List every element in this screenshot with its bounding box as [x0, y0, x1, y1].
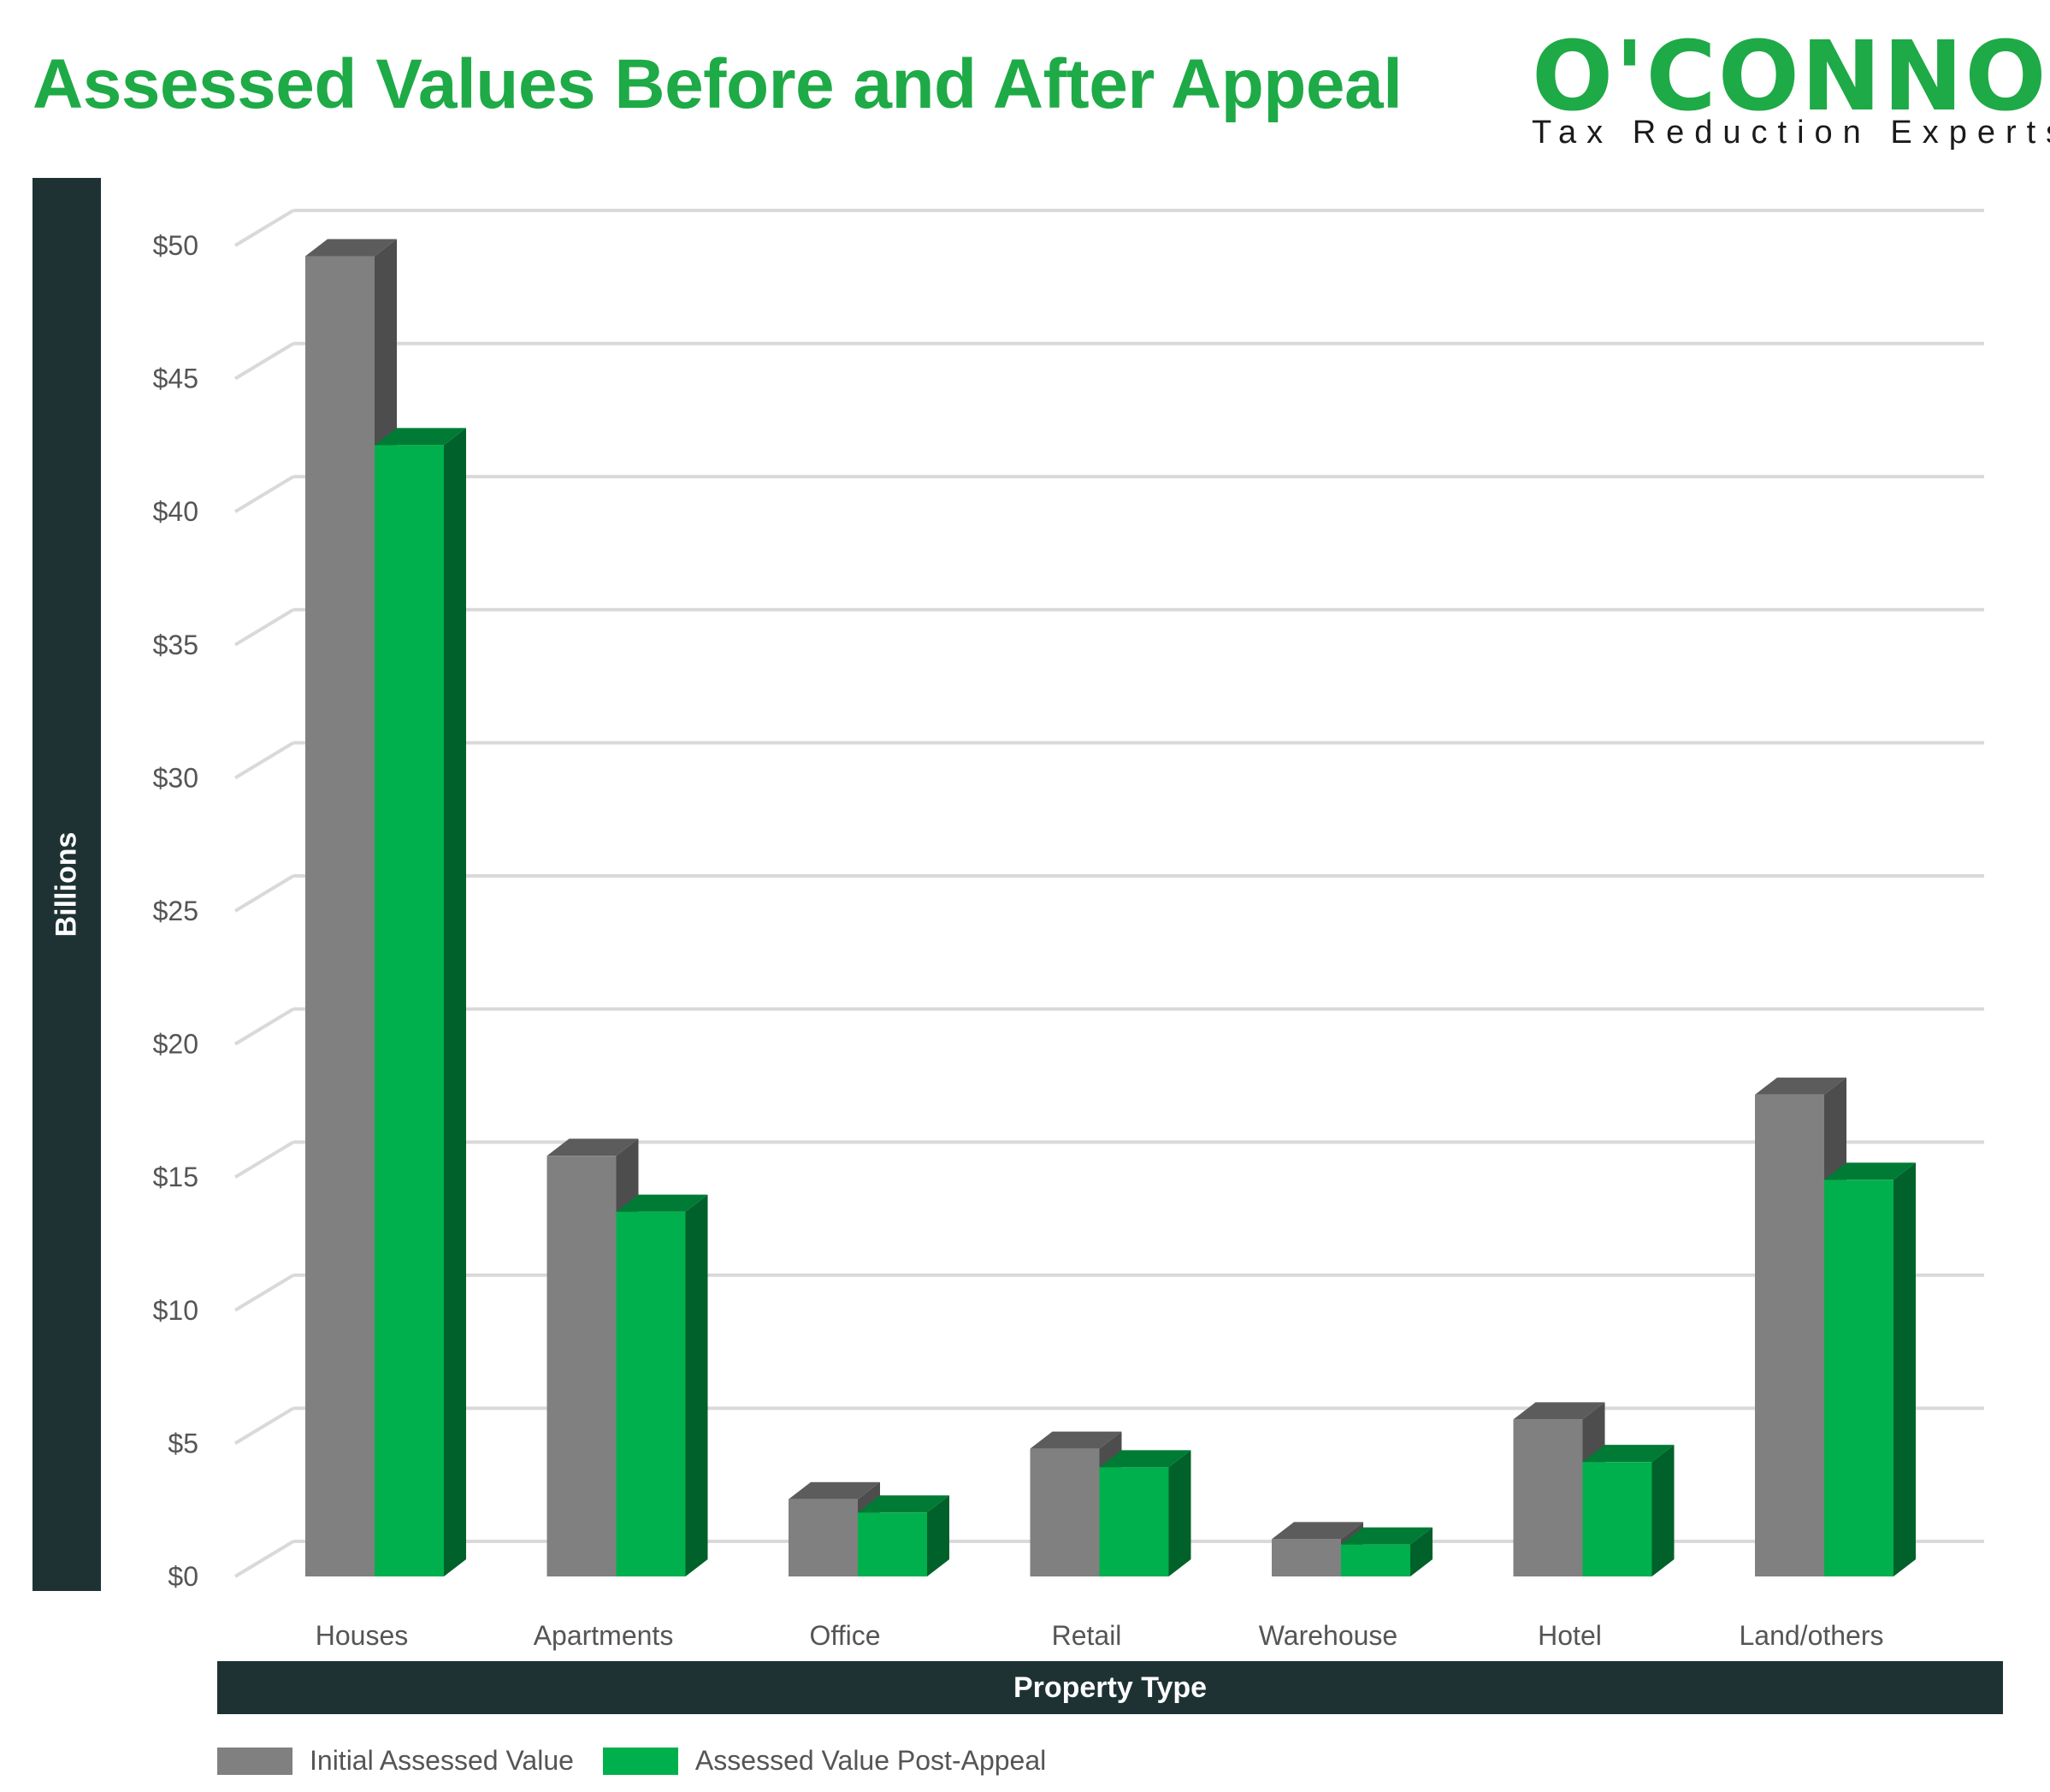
y-tick-label: $30 — [153, 762, 198, 793]
x-axis-label-panel: Property Type — [217, 1661, 2003, 1714]
y-tick-label: $20 — [153, 1029, 198, 1060]
gridline-diagonal — [233, 1140, 295, 1179]
bar-hotel-post-appeal — [1582, 1462, 1652, 1576]
gridline-diagonal — [233, 1406, 295, 1446]
y-tick-label: $25 — [153, 896, 198, 926]
chart-title: Assessed Values Before and After Appeal — [32, 45, 1403, 123]
bar-top-retail-s0 — [1030, 1431, 1122, 1449]
x-tick-label: Hotel — [1538, 1620, 1602, 1651]
bar-warehouse-initial — [1272, 1539, 1341, 1576]
bar-warehouse-post-appeal — [1341, 1544, 1410, 1576]
gridline-diagonal — [233, 741, 295, 780]
x-tick-label: Apartments — [534, 1620, 674, 1651]
bar-hotel-initial — [1513, 1419, 1583, 1576]
x-tick-label: Warehouse — [1259, 1620, 1397, 1651]
gridline-diagonal — [233, 1274, 295, 1312]
y-tick-label: $5 — [168, 1428, 198, 1458]
bar-top-apartments-s1 — [616, 1194, 708, 1212]
y-tick-label: $10 — [153, 1295, 198, 1326]
gridline-diagonal — [233, 874, 295, 913]
gridline-diagonal — [233, 341, 295, 381]
bar-side-retail-s1 — [1168, 1450, 1191, 1576]
bar-top-retail-s1 — [1099, 1450, 1191, 1468]
bar-top-office-s1 — [858, 1495, 949, 1513]
bar-side-office-s1 — [927, 1495, 949, 1576]
gridline-diagonal — [233, 1540, 295, 1578]
bar-top-hotel-s1 — [1582, 1445, 1675, 1463]
gridline-diagonal — [233, 475, 295, 513]
y-tick-label: $40 — [153, 496, 198, 527]
bar-apartments-post-appeal — [616, 1211, 686, 1576]
bar-top-office-s0 — [789, 1482, 880, 1499]
oconnor-logo: O'CONNOR Tax Reduction Experts — [1532, 21, 2050, 154]
logo-tagline: Tax Reduction Experts — [1532, 115, 2050, 151]
bar-top-land-others-s0 — [1755, 1077, 1846, 1095]
bar-land-others-post-appeal — [1824, 1180, 1893, 1576]
bar-side-hotel-s1 — [1651, 1445, 1675, 1576]
bar-side-houses-s1 — [444, 428, 466, 1576]
gridline-diagonal — [233, 209, 295, 247]
bar-top-warehouse-s1 — [1341, 1527, 1433, 1545]
bar-houses-post-appeal — [375, 445, 444, 1576]
legend-swatch-post-appeal — [602, 1747, 678, 1775]
y-tick-label: $35 — [153, 630, 198, 660]
bar-top-hotel-s0 — [1513, 1402, 1605, 1420]
gridline-diagonal — [233, 1007, 295, 1046]
y-tick-label: $0 — [168, 1561, 198, 1592]
bar-top-apartments-s0 — [546, 1138, 639, 1156]
legend-label-initial: Initial Assessed Value — [310, 1745, 574, 1776]
bar-office-initial — [789, 1499, 858, 1576]
legend-item-initial: Initial Assessed Value — [217, 1745, 574, 1777]
bar-office-post-appeal — [858, 1512, 927, 1576]
x-axis-label: Property Type — [1013, 1671, 1208, 1704]
legend-swatch-initial — [217, 1747, 292, 1775]
y-tick-label: $50 — [153, 230, 198, 261]
bar-chart: $0 $5 $10 $15 $20 $25 $30 $35 $40 $45 $50 Houses Apa… — [153, 209, 1984, 1651]
bar-top-land-others-s1 — [1824, 1162, 1916, 1180]
y-tick-label: $45 — [153, 364, 198, 394]
legend: Initial Assessed Value Assessed Value Po… — [217, 1745, 1075, 1777]
bar-houses-initial — [305, 256, 375, 1576]
legend-label-post-appeal: Assessed Value Post-Appeal — [694, 1745, 1047, 1776]
bar-land-others-initial — [1755, 1094, 1824, 1576]
bar-top-warehouse-s0 — [1272, 1522, 1363, 1540]
x-tick-label: Retail — [1052, 1620, 1122, 1651]
bar-side-apartments-s1 — [685, 1194, 708, 1576]
y-tick-label: $15 — [153, 1162, 198, 1192]
x-tick-label: Land/others — [1739, 1620, 1883, 1651]
x-tick-label: Houses — [316, 1620, 409, 1651]
bar-top-houses-s1 — [375, 428, 466, 446]
bar-retail-initial — [1030, 1448, 1100, 1576]
bar-side-warehouse-s1 — [1410, 1527, 1433, 1576]
legend-item-post-appeal: Assessed Value Post-Appeal — [602, 1745, 1047, 1777]
bar-apartments-initial — [546, 1156, 617, 1576]
logo-wordmark: O'CONNOR — [1532, 21, 2050, 133]
bar-retail-post-appeal — [1099, 1467, 1169, 1576]
y-axis-label-panel: Billions — [32, 178, 101, 1591]
bar-top-houses-s0 — [305, 239, 397, 257]
x-tick-label: Office — [810, 1620, 881, 1651]
bar-side-land-others-s1 — [1893, 1162, 1916, 1576]
gridline-diagonal — [233, 608, 295, 647]
